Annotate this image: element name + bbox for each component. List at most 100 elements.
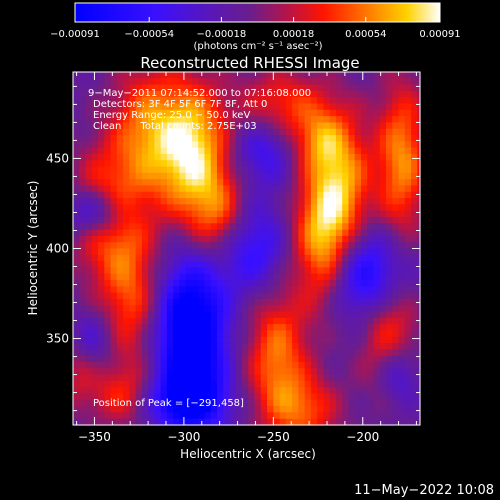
heatmap-cell-2972 bbox=[98, 406, 105, 413]
heatmap-cell-2958 bbox=[360, 399, 368, 407]
peak-position-label: Position of Peak = [−291,458] bbox=[93, 398, 244, 409]
heatmap-cell-1764 bbox=[248, 267, 256, 275]
heatmap-cell-1605 bbox=[304, 248, 312, 256]
heatmap-cell-2918 bbox=[110, 399, 118, 407]
heatmap-cell-387 bbox=[392, 109, 400, 117]
heatmap-cell-230 bbox=[110, 97, 118, 105]
heatmap-cell-75 bbox=[191, 78, 199, 86]
heatmap-cell-1287 bbox=[417, 210, 421, 218]
heatmap-cell-1255 bbox=[216, 210, 224, 218]
heatmap-cell-1982 bbox=[210, 292, 218, 300]
heatmap-cell-2888 bbox=[273, 393, 281, 401]
heatmap-cell-2039 bbox=[216, 298, 224, 306]
heatmap-cell-1850 bbox=[85, 280, 93, 287]
heatmap-cell-1587 bbox=[191, 248, 199, 256]
heatmap-cell-2572 bbox=[398, 355, 406, 363]
heatmap-cell-2860 bbox=[98, 393, 105, 401]
heatmap-cell-491 bbox=[342, 122, 350, 130]
heatmap-cell-1063 bbox=[417, 185, 421, 193]
heatmap-cell-610 bbox=[386, 135, 393, 142]
heatmap-cell-918 bbox=[210, 172, 218, 180]
heatmap-cell-30 bbox=[260, 72, 268, 79]
heatmap-cell-2213 bbox=[254, 317, 262, 325]
heatmap-cell-2833 bbox=[279, 387, 287, 395]
heatmap-cell-2388 bbox=[298, 336, 306, 344]
heatmap-cell-978 bbox=[235, 179, 243, 187]
heatmap-cell-1611 bbox=[342, 248, 350, 256]
heatmap-cell-2097 bbox=[229, 305, 237, 313]
heatmap-cell-1408 bbox=[123, 229, 130, 237]
heatmap-cell-1837 bbox=[354, 273, 362, 281]
heatmap-cell-315 bbox=[292, 103, 299, 111]
heatmap-cell-1493 bbox=[304, 235, 312, 243]
heatmap-cell-392 bbox=[73, 116, 80, 124]
heatmap-cell-1933 bbox=[254, 286, 262, 294]
heatmap-cell-2466 bbox=[85, 349, 93, 357]
heatmap-cell-1635 bbox=[141, 254, 149, 262]
heatmap-cell-2384 bbox=[273, 336, 281, 344]
heatmap-cell-1868 bbox=[198, 280, 206, 287]
heatmap-cell-1173 bbox=[404, 198, 412, 205]
heatmap-cell-77 bbox=[204, 78, 212, 86]
heatmap-cell-1757 bbox=[204, 267, 212, 275]
heatmap-cell-1231 bbox=[417, 204, 421, 212]
heatmap-cell-1569 bbox=[79, 248, 87, 256]
heatmap-cell-2276 bbox=[298, 324, 306, 332]
heatmap-cell-1469 bbox=[154, 235, 162, 243]
heatmap-cell-142 bbox=[260, 84, 268, 92]
heatmap-cell-1742 bbox=[110, 267, 118, 275]
heatmap-cell-1827 bbox=[292, 273, 299, 281]
heatmap-cell-746 bbox=[185, 153, 193, 161]
heatmap-cell-308 bbox=[248, 103, 256, 111]
heatmap-cell-2822 bbox=[210, 387, 218, 395]
heatmap-cell-907 bbox=[141, 172, 149, 180]
heatmap-cell-173 bbox=[104, 90, 112, 98]
heatmap-cell-1443 bbox=[342, 229, 350, 237]
heatmap-cell-3113 bbox=[279, 418, 287, 426]
heatmap-cell-845 bbox=[104, 166, 112, 174]
heatmap-cell-95 bbox=[317, 78, 325, 86]
heatmap-cell-1089 bbox=[229, 191, 237, 199]
heatmap-cell-3090 bbox=[135, 418, 143, 426]
heatmap-cell-2277 bbox=[304, 324, 312, 332]
heatmap-cell-2163 bbox=[292, 311, 299, 319]
heatmap-cell-2473 bbox=[129, 349, 137, 357]
heatmap-cell-490 bbox=[335, 122, 343, 130]
heatmap-cell-2266 bbox=[235, 324, 243, 332]
heatmap-cell-3082 bbox=[85, 418, 93, 426]
heatmap-cell-878 bbox=[310, 166, 318, 174]
heatmap-cell-518 bbox=[160, 128, 168, 136]
heatmap-cell-860 bbox=[198, 166, 206, 174]
heatmap-cell-533 bbox=[254, 128, 262, 136]
heatmap-cell-56 bbox=[73, 78, 80, 86]
heatmap-cell-2649 bbox=[179, 368, 187, 376]
heatmap-cell-3 bbox=[91, 72, 99, 79]
heatmap-cell-245 bbox=[204, 97, 212, 105]
heatmap-cell-670 bbox=[411, 141, 418, 149]
heatmap-cell-1435 bbox=[292, 229, 299, 237]
heatmap-cell-2885 bbox=[254, 393, 262, 401]
heatmap-cell-2254 bbox=[160, 324, 168, 332]
heatmap-cell-1176 bbox=[73, 204, 80, 212]
heatmap-cell-805 bbox=[204, 160, 212, 168]
heatmap-cell-2108 bbox=[298, 305, 306, 313]
heatmap-cell-45 bbox=[354, 72, 362, 79]
heatmap-cell-2859 bbox=[91, 393, 99, 401]
heatmap-cell-818 bbox=[285, 160, 293, 168]
heatmap-cell-3055 bbox=[267, 412, 274, 420]
heatmap-cell-2658 bbox=[235, 368, 243, 376]
heatmap-cell-195 bbox=[242, 90, 249, 98]
heatmap-cell-69 bbox=[154, 78, 162, 86]
heatmap-cell-89 bbox=[279, 78, 287, 86]
heatmap-cell-911 bbox=[166, 172, 174, 180]
heatmap-cell-1486 bbox=[260, 235, 268, 243]
heatmap-cell-12 bbox=[148, 72, 155, 79]
heatmap-cell-83 bbox=[242, 78, 249, 86]
heatmap-cell-1413 bbox=[154, 229, 162, 237]
heatmap-cell-2065 bbox=[379, 298, 387, 306]
heatmap-cell-2287 bbox=[367, 324, 375, 332]
heatmap-cell-1935 bbox=[267, 286, 274, 294]
heatmap-cell-3032 bbox=[123, 412, 130, 420]
heatmap-cell-1500 bbox=[348, 235, 356, 243]
heatmap-cell-1865 bbox=[179, 280, 187, 287]
